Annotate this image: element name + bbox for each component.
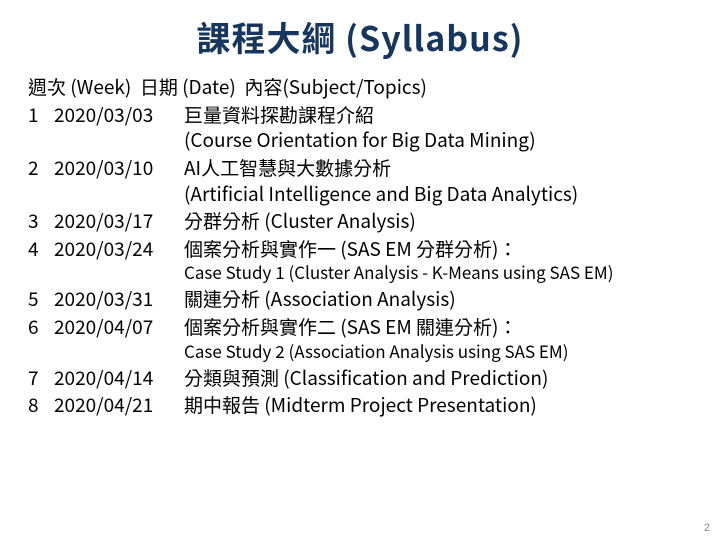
topic-line-1: 關連分析 (Association Analysis) xyxy=(184,286,692,312)
table-row: 22020/03/10AI人工智慧與大數據分析(Artificial Intel… xyxy=(28,154,692,207)
table-row: 12020/03/03巨量資料探勘課程介紹(Course Orientation… xyxy=(28,101,692,154)
cell-week: 8 xyxy=(28,391,54,419)
header-week: 週次 (Week) xyxy=(28,73,131,100)
header-topic: 內容(Subject/Topics) xyxy=(244,73,427,100)
topic-line-1: 個案分析與實作二 (SAS EM 關連分析)： xyxy=(184,314,692,340)
cell-date: 2020/04/07 xyxy=(54,313,184,364)
cell-week: 2 xyxy=(28,154,54,207)
cell-topic: 個案分析與實作一 (SAS EM 分群分析)：Case Study 1 (Clu… xyxy=(184,235,692,286)
table-row: 42020/03/24個案分析與實作一 (SAS EM 分群分析)：Case S… xyxy=(28,235,692,286)
page-number: 2 xyxy=(704,522,710,534)
table-row: 32020/03/17分群分析 (Cluster Analysis) xyxy=(28,207,692,235)
cell-topic: 個案分析與實作二 (SAS EM 關連分析)： Case Study 2 (As… xyxy=(184,313,692,364)
cell-date: 2020/03/24 xyxy=(54,235,184,286)
header-line: 週次 (Week) 日期 (Date) 內容(Subject/Topics) xyxy=(28,73,692,101)
cell-date: 2020/04/14 xyxy=(54,364,184,392)
page-title: 課程大綱 (Syllabus) xyxy=(28,12,692,61)
topic-line-2: (Course Orientation for Big Data Mining) xyxy=(184,127,692,153)
topic-line-1: 個案分析與實作一 (SAS EM 分群分析)： xyxy=(184,236,692,262)
cell-topic: 分類與預測 (Classification and Prediction) xyxy=(184,364,692,392)
topic-line-2: (Artificial Intelligence and Big Data An… xyxy=(184,181,692,207)
cell-topic: 期中報告 (Midterm Project Presentation) xyxy=(184,391,692,419)
table-row: 52020/03/31關連分析 (Association Analysis) xyxy=(28,285,692,313)
cell-date: 2020/03/03 xyxy=(54,101,184,154)
cell-week: 5 xyxy=(28,285,54,313)
cell-date: 2020/03/17 xyxy=(54,207,184,235)
cell-topic: 巨量資料探勘課程介紹(Course Orientation for Big Da… xyxy=(184,101,692,154)
topic-line-2: Case Study 1 (Cluster Analysis - K-Means… xyxy=(184,261,692,284)
topic-line-2: Case Study 2 (Association Analysis using… xyxy=(184,340,692,363)
table-row: 82020/04/21期中報告 (Midterm Project Present… xyxy=(28,391,692,419)
cell-week: 1 xyxy=(28,101,54,154)
table-header-row: 週次 (Week) 日期 (Date) 內容(Subject/Topics) xyxy=(28,73,692,101)
topic-line-1: 期中報告 (Midterm Project Presentation) xyxy=(184,392,692,418)
table-row: 62020/04/07個案分析與實作二 (SAS EM 關連分析)： Case … xyxy=(28,313,692,364)
topic-line-1: 分群分析 (Cluster Analysis) xyxy=(184,208,692,234)
cell-week: 6 xyxy=(28,313,54,364)
cell-date: 2020/03/31 xyxy=(54,285,184,313)
cell-date: 2020/04/21 xyxy=(54,391,184,419)
cell-week: 3 xyxy=(28,207,54,235)
cell-topic: 分群分析 (Cluster Analysis) xyxy=(184,207,692,235)
cell-week: 4 xyxy=(28,235,54,286)
table-row: 72020/04/14分類與預測 (Classification and Pre… xyxy=(28,364,692,392)
cell-topic: AI人工智慧與大數據分析(Artificial Intelligence and… xyxy=(184,154,692,207)
topic-line-1: 巨量資料探勘課程介紹 xyxy=(184,102,692,128)
topic-line-1: 分類與預測 (Classification and Prediction) xyxy=(184,365,692,391)
syllabus-table: 週次 (Week) 日期 (Date) 內容(Subject/Topics)12… xyxy=(28,73,692,419)
topic-line-1: AI人工智慧與大數據分析 xyxy=(184,155,692,181)
cell-week: 7 xyxy=(28,364,54,392)
cell-date: 2020/03/10 xyxy=(54,154,184,207)
cell-topic: 關連分析 (Association Analysis) xyxy=(184,285,692,313)
header-date: 日期 (Date) xyxy=(140,73,236,100)
